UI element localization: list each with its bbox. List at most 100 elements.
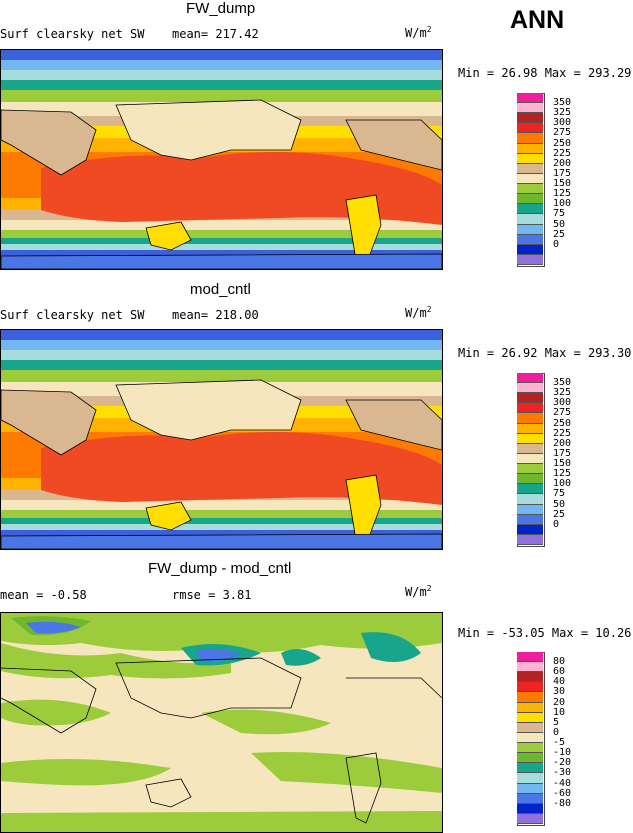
colorbar-tick-label: -5 bbox=[553, 737, 566, 749]
colorbar-swatch bbox=[517, 803, 543, 814]
panel3-rmse-label: rmse = 3.81 bbox=[172, 588, 252, 602]
colorbar-swatch bbox=[517, 133, 543, 144]
colorbar-swatch bbox=[517, 534, 543, 545]
colorbar-swatch bbox=[517, 393, 543, 404]
colorbar-tick-label: 225 bbox=[553, 147, 572, 159]
colorbar-tick-label: 125 bbox=[553, 468, 572, 480]
colorbar-swatch bbox=[517, 173, 543, 185]
colorbar-swatch bbox=[517, 504, 543, 515]
panel2-map bbox=[0, 329, 443, 550]
colorbar-swatch bbox=[517, 373, 543, 384]
colorbar-tick-label: 100 bbox=[553, 198, 572, 210]
colorbar-swatch bbox=[517, 93, 543, 104]
colorbar-swatch bbox=[517, 514, 543, 525]
colorbar-tick-label: -20 bbox=[553, 757, 572, 769]
colorbar-tick-label: 125 bbox=[553, 188, 572, 200]
colorbar-tick-label: 300 bbox=[553, 117, 572, 129]
colorbar-swatch bbox=[517, 113, 543, 124]
colorbar-swatch bbox=[517, 773, 543, 784]
colorbar-tick-label: 80 bbox=[553, 656, 566, 668]
colorbar-swatch bbox=[517, 403, 543, 414]
panel2-mean-label: mean= 218.00 bbox=[172, 308, 259, 322]
colorbar-tick-label: 150 bbox=[553, 178, 572, 190]
colorbar-swatch bbox=[517, 214, 543, 225]
colorbar-swatch bbox=[517, 184, 543, 195]
colorbar-tick-label: 100 bbox=[553, 478, 572, 490]
colorbar-tick-label: 25 bbox=[553, 508, 566, 520]
colorbar-swatch bbox=[517, 702, 543, 713]
season-label: ANN bbox=[510, 6, 565, 34]
colorbar-tick-label: 0 bbox=[553, 238, 560, 250]
colorbar-tick-label: 60 bbox=[553, 666, 566, 678]
colorbar-tick-label: 325 bbox=[553, 107, 572, 119]
colorbar-swatch bbox=[517, 743, 543, 754]
colorbar-swatch bbox=[517, 682, 543, 693]
colorbar-swatch bbox=[517, 672, 543, 683]
colorbar-swatch bbox=[517, 413, 543, 424]
colorbar-tick-label: 20 bbox=[553, 696, 566, 708]
colorbar-tick-label: -40 bbox=[553, 777, 572, 789]
colorbar-swatch bbox=[517, 244, 543, 255]
panel1-units: W/m2 bbox=[405, 25, 432, 40]
colorbar-tick-label: 250 bbox=[553, 417, 572, 429]
panel1-map bbox=[0, 49, 443, 270]
colorbar-swatch bbox=[517, 163, 543, 174]
colorbar-swatch bbox=[517, 732, 543, 744]
colorbar-swatch bbox=[517, 722, 543, 733]
colorbar-tick-label: -10 bbox=[553, 747, 572, 759]
colorbar-swatch bbox=[517, 143, 543, 154]
colorbar-swatch bbox=[517, 224, 543, 235]
colorbar-swatch bbox=[517, 652, 543, 663]
colorbar-tick-label: 275 bbox=[553, 127, 572, 139]
colorbar-tick-label: -30 bbox=[553, 767, 572, 779]
colorbar-swatch bbox=[517, 763, 543, 774]
colorbar-swatch bbox=[517, 453, 543, 465]
colorbar-swatch bbox=[517, 123, 543, 134]
colorbar-swatch bbox=[517, 423, 543, 434]
panel3-map bbox=[0, 612, 443, 833]
panel2-min-max: Min = 26.92 Max = 293.30 bbox=[458, 346, 632, 360]
colorbar-tick-label: 350 bbox=[553, 97, 572, 109]
panel2-title: mod_cntl bbox=[190, 281, 251, 298]
colorbar-swatch bbox=[517, 692, 543, 703]
colorbar-swatch bbox=[517, 474, 543, 485]
colorbar-tick-label: 10 bbox=[553, 706, 566, 718]
colorbar-tick-label: 25 bbox=[553, 228, 566, 240]
colorbar-swatch bbox=[517, 753, 543, 764]
colorbar-tick-label: 175 bbox=[553, 447, 572, 459]
colorbar-tick-label: -80 bbox=[553, 797, 572, 809]
colorbar-swatch bbox=[517, 103, 543, 114]
panel3-mean-label: mean = -0.58 bbox=[0, 588, 87, 602]
panel1-mean-label: mean= 217.42 bbox=[172, 27, 259, 41]
colorbar-swatch bbox=[517, 524, 543, 535]
colorbar-swatch bbox=[517, 204, 543, 215]
colorbar-swatch bbox=[517, 433, 543, 444]
colorbar-tick-label: 250 bbox=[553, 137, 572, 149]
colorbar-swatch bbox=[517, 234, 543, 245]
colorbar-tick-label: 325 bbox=[553, 387, 572, 399]
colorbar-swatch bbox=[517, 383, 543, 394]
colorbar-tick-label: 75 bbox=[553, 208, 566, 220]
panel1-min-max: Min = 26.98 Max = 293.29 bbox=[458, 66, 632, 80]
colorbar-tick-label: 40 bbox=[553, 676, 566, 688]
colorbar-tick-label: 275 bbox=[553, 407, 572, 419]
colorbar-tick-label: 0 bbox=[553, 726, 560, 738]
colorbar-tick-label: 50 bbox=[553, 218, 566, 230]
colorbar-tick-label: 150 bbox=[553, 458, 572, 470]
colorbar-tick-label: 300 bbox=[553, 397, 572, 409]
colorbar-tick-label: 0 bbox=[553, 518, 560, 530]
colorbar-tick-label: 75 bbox=[553, 488, 566, 500]
colorbar-swatch bbox=[517, 254, 543, 265]
colorbar-swatch bbox=[517, 793, 543, 804]
panel2-contour-svg bbox=[1, 330, 442, 549]
colorbar-tick-label: 30 bbox=[553, 686, 566, 698]
colorbar-swatch bbox=[517, 662, 543, 673]
colorbar-swatch bbox=[517, 464, 543, 475]
panel3-min-max: Min = -53.05 Max = 10.26 bbox=[458, 626, 632, 640]
colorbar-swatch bbox=[517, 443, 543, 454]
colorbar-tick-label: 200 bbox=[553, 437, 572, 449]
colorbar-swatch bbox=[517, 783, 543, 794]
colorbar-tick-label: 225 bbox=[553, 427, 572, 439]
panel1-title: FW_dump bbox=[186, 0, 256, 17]
colorbar-swatch bbox=[517, 153, 543, 164]
